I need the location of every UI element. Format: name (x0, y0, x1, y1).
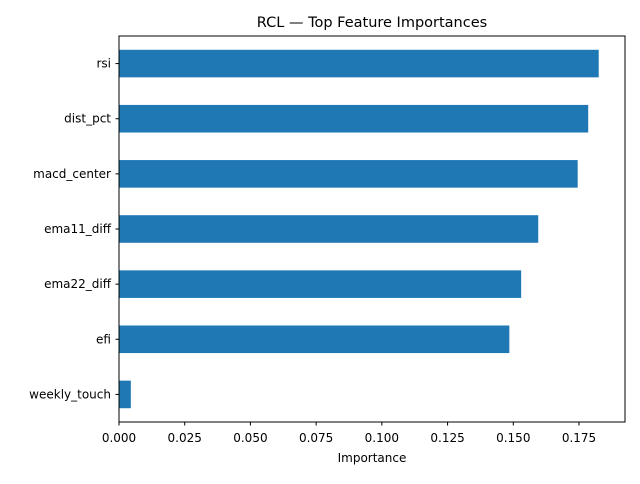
plot-frame (118, 35, 626, 423)
y-axis: rsi dist_pct macd_center ema11_diff ema22_di… (29, 57, 119, 401)
bar-efi (119, 325, 510, 354)
y-tick-label: rsi (96, 57, 111, 71)
x-axis-label: Importance (338, 451, 407, 465)
y-tick-label: efi (96, 332, 111, 346)
bar-weekly-touch (119, 380, 131, 409)
bar-macd-center (119, 160, 578, 188)
y-tick-label: ema22_diff (44, 277, 112, 291)
y-tick-label: weekly_touch (29, 387, 111, 401)
x-tick-label: 0.100 (365, 431, 399, 445)
x-tick-label: 0.050 (233, 431, 267, 445)
bar-dist-pct (119, 104, 589, 133)
x-tick-label: 0.025 (168, 431, 202, 445)
chart-title: RCL — Top Feature Importances (257, 15, 487, 31)
x-axis: 0.000 0.025 0.050 0.075 0.100 0.125 0.150 0.175 (102, 422, 596, 445)
bar-ema11-diff (119, 215, 539, 243)
x-tick-label: 0.150 (496, 431, 530, 445)
y-tick-label: macd_center (33, 167, 111, 181)
x-tick-label: 0.175 (562, 431, 596, 445)
x-tick-label: 0.125 (430, 431, 464, 445)
bars-layer (119, 49, 599, 409)
x-tick-label: 0.075 (299, 431, 333, 445)
bar-rsi (119, 49, 599, 78)
y-tick-label: dist_pct (64, 112, 111, 126)
x-tick-label: 0.000 (102, 431, 136, 445)
y-tick-label: ema11_diff (44, 222, 112, 236)
bar-ema22-diff (119, 270, 522, 298)
